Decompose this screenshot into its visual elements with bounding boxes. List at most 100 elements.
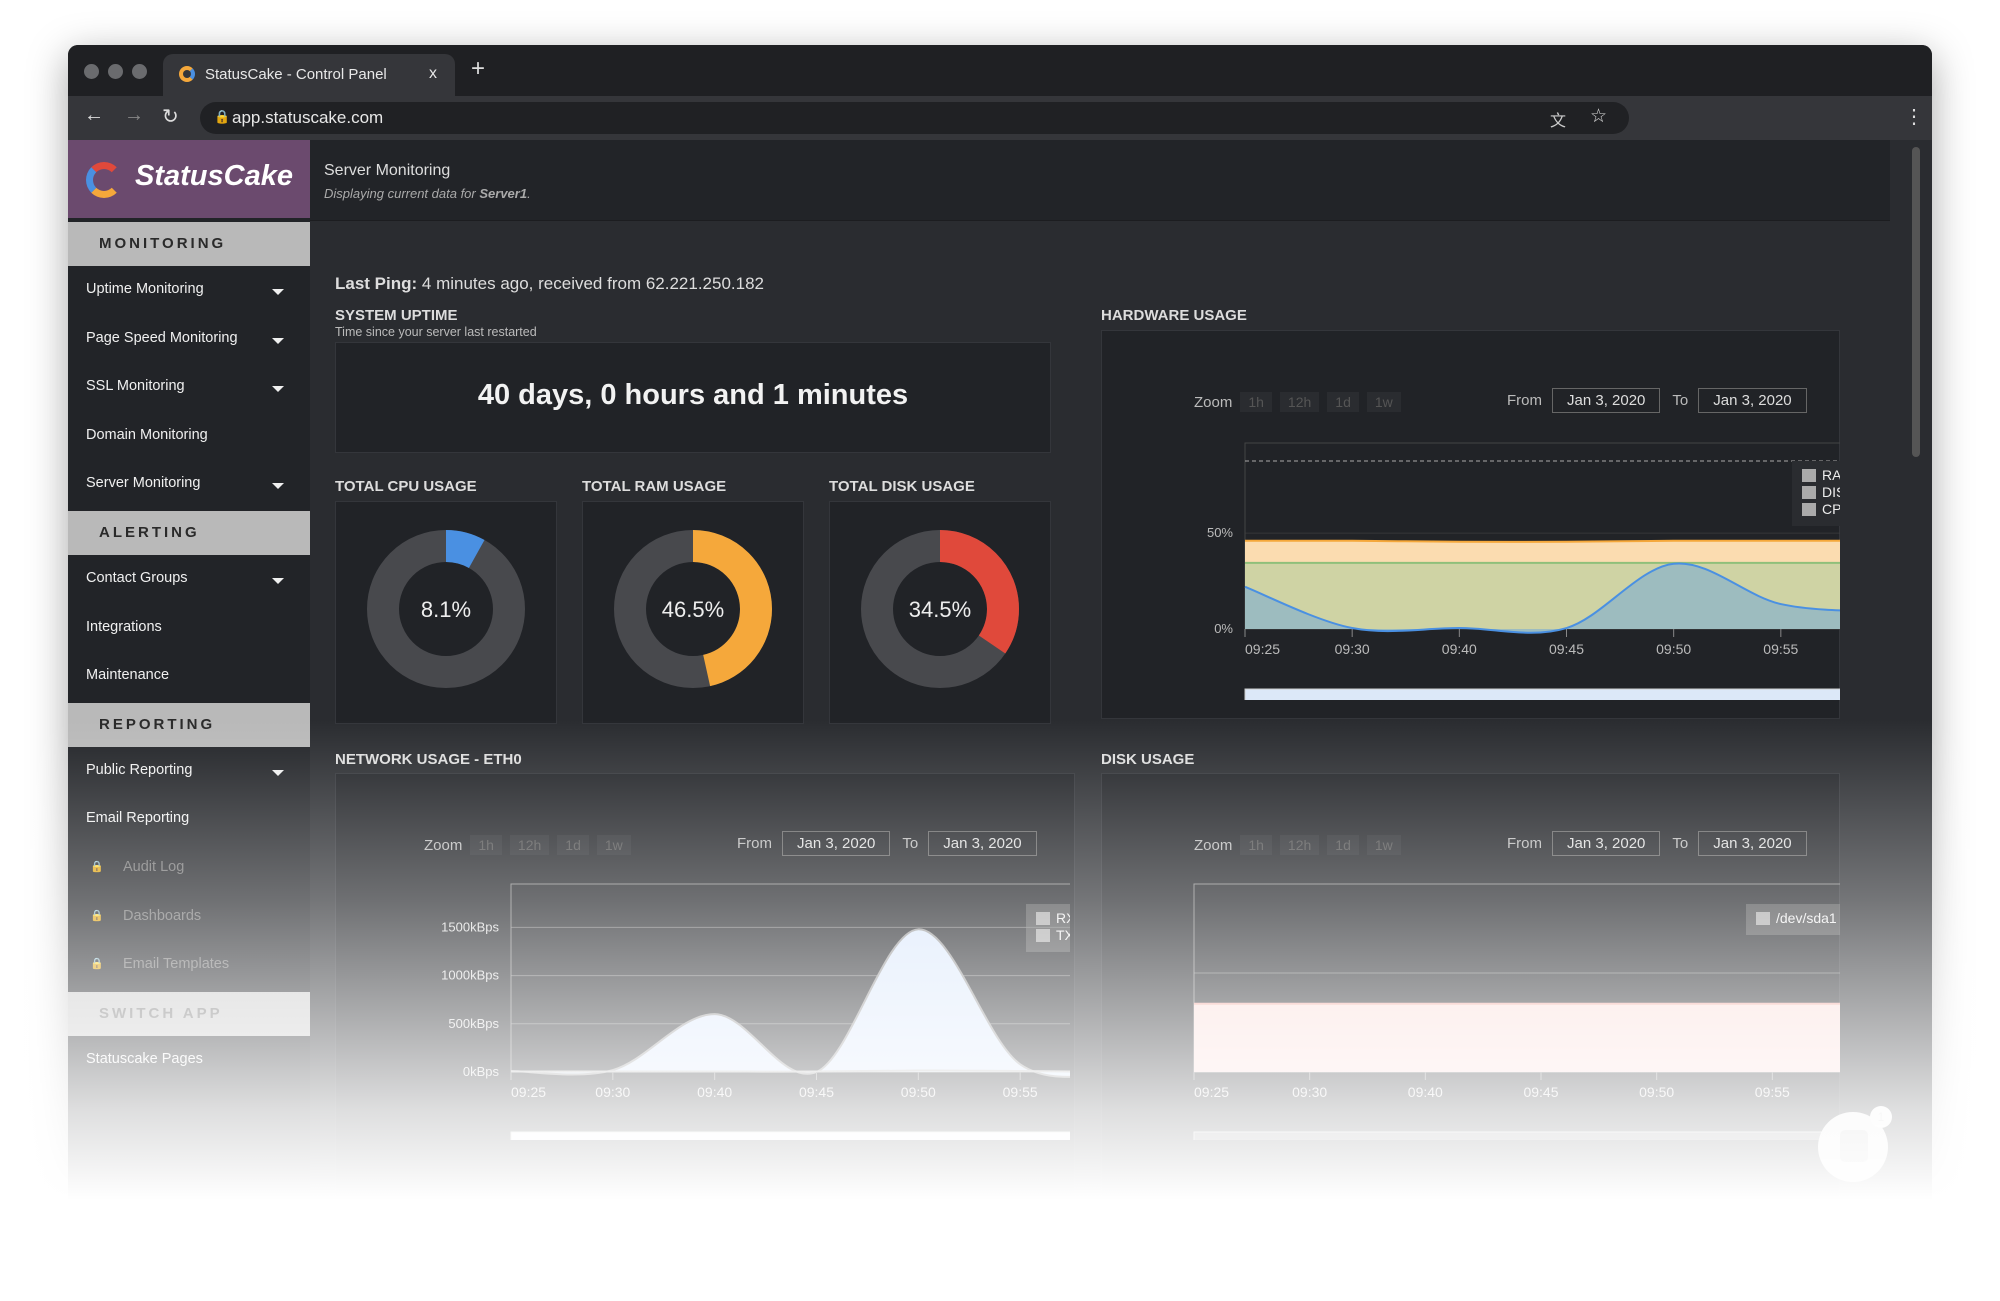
disk-usage-title: DISK USAGE	[1101, 751, 1195, 768]
y-tick-label: 1500kBps	[441, 919, 499, 934]
tab-bar: StatusCake - Control Panel x +	[68, 45, 1932, 96]
x-tick-label: 09:55	[1003, 1084, 1038, 1100]
gauge-panel: 46.5%	[582, 501, 804, 724]
gauge-value: 46.5%	[662, 597, 724, 622]
browser-menu-icon[interactable]: ⋮	[1904, 106, 1924, 128]
y-tick-label: 1000kBps	[441, 968, 499, 983]
sidebar-item-public-reporting[interactable]: Public Reporting	[68, 747, 310, 796]
x-tick-label: 09:40	[697, 1084, 732, 1100]
x-tick-label: 09:55	[1763, 641, 1798, 657]
last-ping: Last Ping: 4 minutes ago, received from …	[335, 274, 764, 294]
sidebar-item-label: Page Speed Monitoring	[86, 329, 238, 346]
y-tick-label: 50%	[1207, 525, 1233, 540]
last-ping-value: 4 minutes ago, received from 62.221.250.…	[417, 274, 765, 293]
lock-icon: 🔒	[90, 860, 104, 873]
brand-name: StatusCake	[135, 160, 293, 192]
x-tick-label: 09:25	[1194, 1084, 1229, 1100]
sidebar-item-label: Integrations	[86, 618, 162, 635]
donut-chart: 46.5%	[614, 530, 772, 688]
legend-swatch	[1802, 486, 1816, 499]
sidebar-item-label: Dashboards	[123, 907, 202, 924]
page-title: Server Monitoring	[324, 162, 451, 179]
x-tick-label: 09:45	[1549, 641, 1584, 657]
uptime-subtitle: Time since your server last restarted	[335, 325, 537, 339]
new-tab-button[interactable]: +	[471, 55, 486, 82]
url-text: app.statuscake.com	[232, 108, 384, 127]
legend-swatch	[1036, 929, 1050, 942]
gauge-panel: 34.5%	[829, 501, 1051, 724]
forward-icon[interactable]: →	[124, 104, 144, 126]
navigator	[510, 1131, 1070, 1140]
maximize-window-button[interactable]	[132, 64, 147, 79]
sidebar-item-ssl-monitoring[interactable]: SSL Monitoring	[68, 363, 310, 412]
legend-label: RX	[1056, 910, 1070, 926]
x-tick-label: 09:40	[1442, 641, 1477, 657]
sidebar-item-dashboards[interactable]: Dashboards 🔒	[68, 893, 310, 942]
caret-down-icon	[272, 769, 284, 776]
legend-label: DISK	[1822, 484, 1840, 500]
sidebar-item-audit-log[interactable]: Audit Log 🔒	[68, 844, 310, 893]
translate-icon[interactable]: 文	[1550, 113, 1567, 130]
sidebar-item-label: Domain Monitoring	[86, 426, 208, 443]
sidebar-item-email-templates[interactable]: Email Templates 🔒	[68, 941, 310, 990]
donut-chart: 34.5%	[861, 530, 1019, 688]
sidebar-item-integrations[interactable]: Integrations	[68, 604, 310, 653]
sidebar-item-domain-monitoring[interactable]: Domain Monitoring	[68, 412, 310, 461]
back-icon[interactable]: ←	[84, 104, 104, 126]
sidebar-item-label: Email Reporting	[86, 810, 190, 827]
hardware-usage-title: HARDWARE USAGE	[1101, 307, 1247, 324]
gauge-panel: 8.1%	[335, 501, 557, 724]
gauge-value: 8.1%	[421, 597, 471, 622]
sidebar-item-statuscake-pages[interactable]: Statuscake Pages	[68, 1036, 310, 1085]
series-line-tx	[511, 1069, 1070, 1073]
sidebar-item-label: Server Monitoring	[86, 475, 201, 492]
lock-icon: 🔒	[90, 909, 104, 922]
network-usage-chart: 0kBps 500kBps 1000kBps 1500kBps 09:25 09:30 09…	[441, 883, 1070, 1140]
minimize-window-button[interactable]	[108, 64, 123, 79]
browser-tab[interactable]: StatusCake - Control Panel x	[163, 54, 455, 96]
sidebar-item-label: Contact Groups	[86, 569, 188, 586]
legend-label: TX	[1056, 927, 1070, 943]
caret-down-icon	[272, 386, 284, 393]
address-bar[interactable]: 🔒 app.statuscake.com 文 ☆	[200, 102, 1629, 134]
sidebar-item-server-monitoring[interactable]: Server Monitoring	[68, 460, 310, 509]
chat-badge: 1	[1870, 1106, 1892, 1128]
sidebar-item-email-reporting[interactable]: Email Reporting	[68, 795, 310, 844]
legend-swatch	[1802, 503, 1816, 516]
favicon-icon	[179, 66, 195, 82]
chat-widget-button[interactable]: 1	[1818, 1106, 1892, 1182]
gauge-value: 34.5%	[909, 597, 971, 622]
gauge-title: TOTAL CPU USAGE	[335, 478, 477, 495]
navigator	[1244, 688, 1840, 700]
sidebar-item-label: Statuscake Pages	[86, 1050, 203, 1067]
lock-icon: 🔒	[214, 109, 231, 124]
x-tick-label: 09:30	[1292, 1084, 1327, 1100]
sidebar-nav: MONITORING Uptime Monitoring Page Speed Mo…	[68, 220, 310, 1084]
y-tick-label: 0kBps	[463, 1064, 500, 1079]
caret-down-icon	[272, 289, 284, 295]
uptime-box: 40 days, 0 hours and 1 minutes	[335, 342, 1051, 453]
reload-icon[interactable]: ↻	[162, 106, 179, 128]
logo[interactable]: StatusCake	[68, 140, 310, 218]
gauge-title: TOTAL DISK USAGE	[829, 478, 975, 495]
legend-label: CPU	[1822, 501, 1840, 517]
subtitle-text: Displaying current data for	[324, 186, 480, 201]
legend-label: /dev/sda1	[1776, 910, 1837, 926]
page-scrollbar[interactable]	[1912, 147, 1920, 457]
x-tick-label: 09:45	[799, 1084, 834, 1100]
x-tick-label: 09:40	[1408, 1084, 1443, 1100]
sidebar-item-maintenance[interactable]: Maintenance	[68, 652, 310, 701]
sidebar-item-uptime-monitoring[interactable]: Uptime Monitoring	[68, 266, 310, 315]
bookmark-star-icon[interactable]: ☆	[1590, 106, 1608, 127]
series-area-devsda1	[1194, 1003, 1840, 1072]
legend-swatch	[1802, 469, 1816, 482]
sidebar-item-label: Maintenance	[86, 667, 170, 684]
server-name: Server1	[479, 186, 528, 201]
x-tick-label: 09:50	[1639, 1084, 1674, 1100]
sidebar-item-contact-groups[interactable]: Contact Groups	[68, 555, 310, 604]
sidebar-section-switch-app: SWITCH APP	[68, 991, 310, 1036]
tab-close-icon[interactable]: x	[429, 65, 437, 82]
close-window-button[interactable]	[84, 64, 99, 79]
subtitle-suffix: .	[527, 186, 531, 201]
sidebar-item-page-speed-monitoring[interactable]: Page Speed Monitoring	[68, 315, 310, 364]
